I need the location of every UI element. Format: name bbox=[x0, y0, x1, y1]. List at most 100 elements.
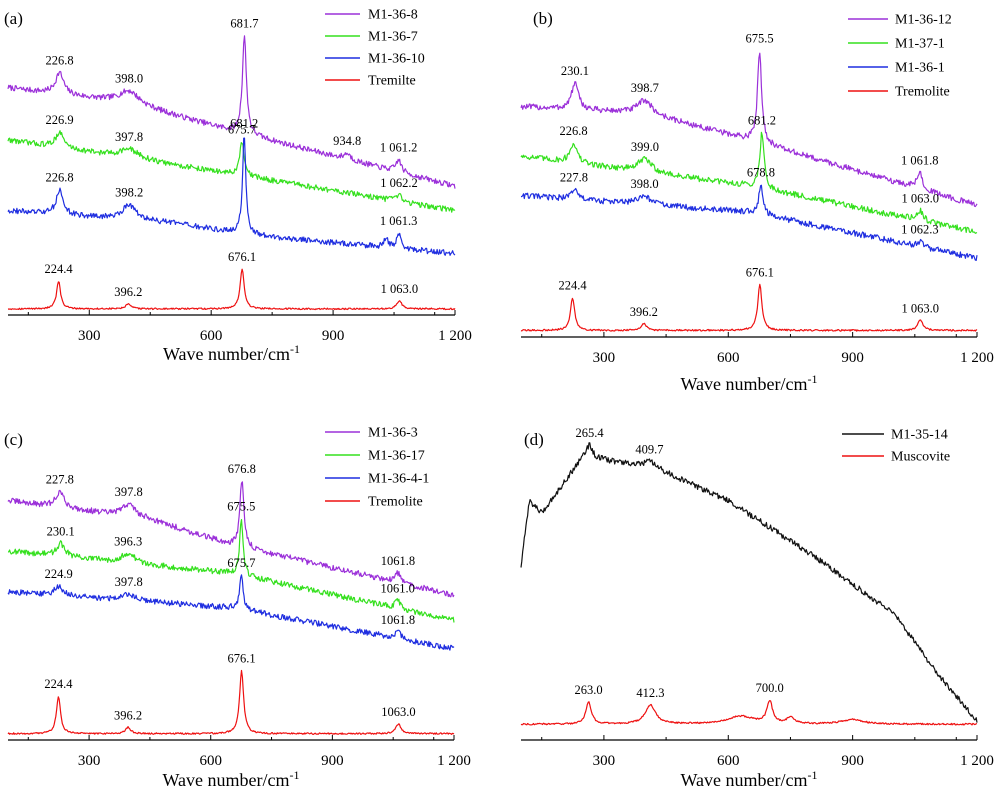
x-tick-label: 1 200 bbox=[437, 753, 471, 769]
peak-label: 227.8 bbox=[46, 473, 74, 487]
peak-label: 1 061.3 bbox=[380, 214, 418, 228]
peak-label: 396.2 bbox=[114, 708, 142, 722]
x-axis-title: Wave number/cm-1 bbox=[162, 768, 299, 790]
peak-label: 1061.8 bbox=[381, 554, 415, 568]
legend-label: M1-36-7 bbox=[368, 30, 418, 45]
legend-label: M1-35-14 bbox=[891, 428, 948, 443]
legend-label: M1-36-4-1 bbox=[368, 472, 429, 487]
peak-label: 265.4 bbox=[576, 426, 605, 440]
peak-label: 1061.8 bbox=[381, 613, 415, 627]
series-line-m1-37-1 bbox=[520, 131, 978, 234]
peak-label: 681.2 bbox=[748, 113, 776, 127]
panel-tag: (a) bbox=[4, 9, 23, 28]
peak-label: 675.7 bbox=[228, 123, 256, 137]
peak-label: 230.1 bbox=[47, 524, 75, 538]
series-line-tremolite bbox=[520, 283, 978, 332]
x-tick-label: 600 bbox=[199, 753, 222, 769]
peak-label: 398.7 bbox=[631, 81, 659, 95]
x-tick-label: 300 bbox=[78, 328, 101, 344]
panel-c: (c) 227.8 397.8 676.8 1061.8 M1-36-3 230.1 396.… bbox=[4, 426, 471, 791]
peak-label: 681.2 bbox=[230, 117, 258, 131]
peak-label: 676.1 bbox=[228, 652, 256, 666]
peak-label: 224.4 bbox=[44, 262, 73, 276]
x-tick-label: 1 200 bbox=[438, 328, 472, 344]
x-tick-label: 900 bbox=[841, 350, 864, 366]
peak-label: 263.0 bbox=[575, 683, 603, 697]
panel-d: (d) 265.4 409.7 M1-35-14 263.0 412.3 700.0 Musc… bbox=[520, 426, 994, 790]
x-tick-label: 900 bbox=[321, 753, 344, 769]
peak-label: 676.8 bbox=[228, 462, 256, 476]
x-tick-label: 600 bbox=[200, 328, 223, 344]
peak-label: 226.9 bbox=[46, 113, 74, 127]
peak-label: 1 061.2 bbox=[380, 141, 418, 155]
peak-label: 224.9 bbox=[45, 567, 73, 581]
legend-label: M1-36-8 bbox=[368, 8, 418, 23]
legend-label: Tremolite bbox=[895, 85, 950, 100]
peak-label: 397.8 bbox=[115, 485, 143, 499]
legend-label: Tremolite bbox=[368, 495, 423, 510]
peak-label: 397.8 bbox=[115, 130, 143, 144]
peak-label: 412.3 bbox=[636, 686, 664, 700]
peak-label: 396.2 bbox=[630, 305, 658, 319]
peak-label: 398.0 bbox=[115, 72, 143, 86]
peak-label: 226.8 bbox=[45, 171, 73, 185]
series-line-m1-36-8 bbox=[7, 35, 456, 189]
peak-label: 681.7 bbox=[230, 17, 258, 31]
series-line-tremilte bbox=[7, 268, 456, 311]
legend-label: M1-36-17 bbox=[368, 449, 425, 464]
x-tick-label: 1 200 bbox=[960, 753, 994, 769]
peak-label: 226.8 bbox=[560, 124, 588, 138]
peak-label: 678.8 bbox=[747, 166, 775, 180]
legend-label: Tremilte bbox=[368, 74, 416, 89]
panel-b: (b) 230.1 398.7 675.5 1 061.8 M1-36-12 226.8 39… bbox=[520, 9, 994, 394]
x-tick-label: 600 bbox=[717, 753, 740, 769]
peak-label: 676.1 bbox=[228, 250, 256, 264]
x-axis-title: Wave number/cm-1 bbox=[680, 768, 817, 790]
x-axis-title: Wave number/cm-1 bbox=[680, 372, 817, 394]
series-line-m1-35-14 bbox=[520, 442, 978, 723]
series-line-muscovite bbox=[520, 700, 978, 726]
series-line-m1-36-7 bbox=[7, 130, 456, 213]
peak-label: 226.8 bbox=[45, 53, 73, 67]
peak-label: 1 063.0 bbox=[381, 282, 419, 296]
x-tick-label: 600 bbox=[717, 350, 740, 366]
panel-tag: (d) bbox=[524, 430, 544, 449]
x-tick-label: 300 bbox=[593, 350, 616, 366]
x-tick-label: 300 bbox=[593, 753, 616, 769]
peak-label: 224.4 bbox=[44, 677, 73, 691]
series-line-m1-36-3 bbox=[7, 481, 455, 598]
peak-label: 399.0 bbox=[631, 140, 659, 154]
x-axis-title: Wave number/cm-1 bbox=[163, 342, 300, 364]
peak-label: 396.2 bbox=[114, 285, 142, 299]
peak-label: 700.0 bbox=[756, 681, 784, 695]
peak-label: 1061.0 bbox=[380, 581, 414, 595]
peak-label: 409.7 bbox=[635, 442, 663, 456]
peak-label: 230.1 bbox=[561, 64, 589, 78]
legend-label: M1-37-1 bbox=[895, 37, 945, 52]
legend-label: M1-36-10 bbox=[368, 52, 425, 67]
peak-label: 675.5 bbox=[746, 31, 774, 45]
series-line-tremolite bbox=[7, 669, 455, 735]
series-line-m1-36-12 bbox=[520, 52, 978, 208]
peak-label: 1 063.0 bbox=[901, 191, 939, 205]
x-tick-label: 900 bbox=[322, 328, 345, 344]
panel-a: (a) 226.8 398.0 681.7 934.8 1 061.2 M1-36-8 226… bbox=[4, 8, 472, 365]
peak-label: 398.2 bbox=[115, 185, 143, 199]
peak-label: 398.0 bbox=[630, 177, 658, 191]
peak-label: 1 062.3 bbox=[901, 223, 939, 237]
legend-label: M1-36-1 bbox=[895, 61, 945, 76]
peak-label: 227.8 bbox=[560, 170, 588, 184]
peak-label: 934.8 bbox=[333, 134, 361, 148]
peak-label: 675.5 bbox=[227, 499, 255, 513]
legend-label: M1-36-12 bbox=[895, 13, 952, 28]
peak-label: 675.7 bbox=[227, 556, 255, 570]
peak-label: 224.4 bbox=[559, 278, 588, 292]
series-line-m1-36-1 bbox=[520, 184, 978, 261]
series-line-m1-36-10 bbox=[7, 137, 456, 256]
peak-label: 397.8 bbox=[115, 575, 143, 589]
peak-label: 1 061.8 bbox=[901, 153, 939, 167]
legend-label: Muscovite bbox=[891, 450, 950, 465]
peak-label: 1063.0 bbox=[381, 705, 415, 719]
panel-tag: (b) bbox=[533, 9, 553, 28]
